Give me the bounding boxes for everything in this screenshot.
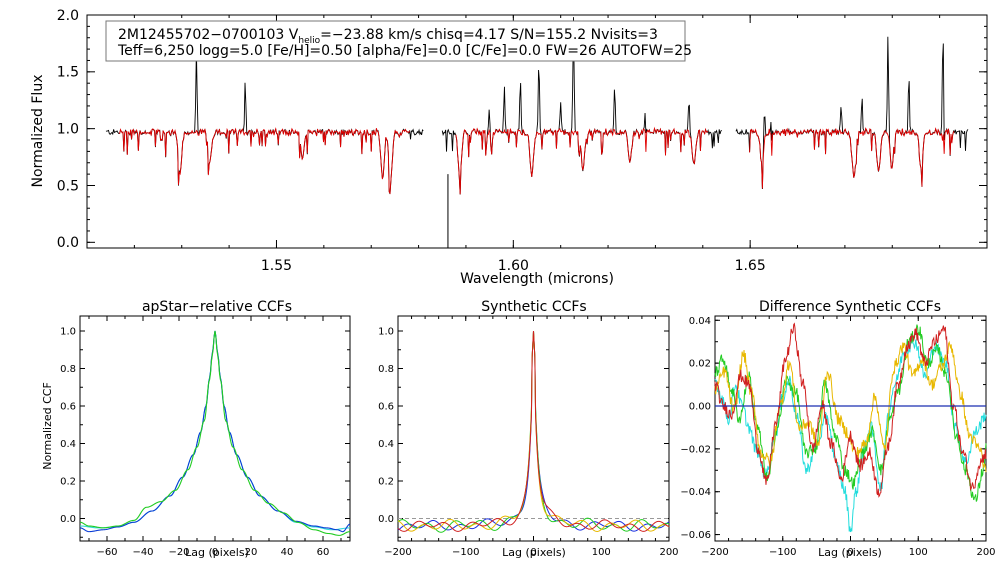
x-tick-label: 60 — [317, 547, 330, 558]
y-tick-label: 0.0 — [57, 235, 79, 251]
synthetic-ccf-axis-ticks: −200 −100 0 100 200 0.0 0.2 0.4 0.6 0.8 1.0 — [378, 316, 679, 558]
x-tick-label: 100 — [909, 547, 928, 558]
x-tick-label: −100 — [452, 547, 479, 558]
y-tick-label: 0.02 — [689, 359, 711, 370]
x-tick-label: 0 — [847, 547, 853, 558]
synthetic-ccf-panel: Synthetic CCFs −200 −100 0 100 200 0.0 0.2 0.4 0… — [378, 299, 678, 559]
y-tick-label: 0.04 — [689, 316, 711, 327]
x-tick-label: 20 — [245, 547, 258, 558]
model-spectrum-line — [119, 127, 411, 195]
annotation-line-1-end: =−23.88 km/s chisq=4.17 S/N=155.2 Nvisit… — [320, 27, 658, 43]
spectrum-lines — [105, 17, 969, 248]
synthetic-ccf-xlabel: Lag (pixels) — [502, 546, 566, 559]
spectrum-ylabel: Normalized Flux — [30, 75, 46, 188]
x-tick-label: −20 — [168, 547, 189, 558]
x-tick-label: −200 — [384, 547, 411, 558]
x-tick-label: −40 — [132, 547, 153, 558]
difference-ccf-line — [714, 324, 987, 502]
observed-spectrum-line — [105, 48, 424, 195]
y-tick-label: 0.2 — [60, 477, 76, 488]
apstar-ccf-line — [79, 330, 351, 531]
y-tick-label: 0.4 — [378, 439, 394, 450]
model-spectrum-line — [455, 126, 709, 195]
apstar-ccf-title: apStar−relative CCFs — [142, 299, 292, 315]
x-tick-label: 1.60 — [498, 258, 529, 274]
y-tick-label: 0.2 — [378, 477, 394, 488]
difference-ccf-line — [714, 322, 987, 498]
annotation-subscript-helio: helio — [298, 36, 320, 46]
y-tick-label: 0.8 — [378, 364, 394, 375]
y-tick-label: 0.8 — [60, 364, 76, 375]
model-spectrum-line — [749, 127, 955, 189]
x-tick-label: 1.55 — [261, 258, 292, 274]
synthetic-ccf-title: Synthetic CCFs — [481, 299, 586, 315]
y-tick-label: 0.5 — [57, 178, 79, 194]
annotation-line-1: 2M12455702−0700103 Vhelio=−23.88 km/s ch… — [118, 27, 658, 46]
x-tick-label: 200 — [659, 547, 678, 558]
apstar-ccf-lines — [79, 330, 351, 536]
apstar-ccf-ylabel: Normalized CCF — [41, 382, 54, 470]
x-tick-label: −100 — [769, 547, 796, 558]
x-tick-label: 100 — [592, 547, 611, 558]
spectrum-annotation-box: 2M12455702−0700103 Vhelio=−23.88 km/s ch… — [105, 20, 692, 62]
annotation-box-frame — [105, 20, 686, 62]
x-tick-label: −200 — [701, 547, 728, 558]
synthetic-ccf-line — [397, 330, 670, 532]
difference-ccf-panel: Difference Synthetic CCFs −200 −100 0 100 20… — [680, 299, 995, 559]
synthetic-ccf-line — [397, 330, 670, 533]
difference-ccf-xlabel: Lag (pixels) — [818, 546, 882, 559]
y-tick-label: 1.0 — [60, 327, 76, 338]
apstar-ccf-line — [79, 330, 351, 533]
y-tick-label: 2.0 — [57, 8, 79, 24]
annotation-line-1-start: 2M12455702−0700103 V — [118, 27, 299, 43]
x-tick-label: 200 — [976, 547, 995, 558]
synthetic-ccf-line — [397, 330, 670, 532]
y-tick-label: −0.02 — [680, 444, 711, 455]
apstar-ccf-xlabel: Lag (pixels) — [185, 546, 249, 559]
spectrum-plot-frame — [86, 14, 988, 249]
y-tick-label: 1.0 — [378, 327, 394, 338]
observed-spectrum-line — [735, 36, 969, 190]
y-tick-label: 0.4 — [60, 439, 76, 450]
y-tick-label: 0.0 — [60, 514, 76, 525]
difference-ccf-title: Difference Synthetic CCFs — [759, 299, 941, 315]
y-tick-label: 0.6 — [60, 402, 76, 413]
apstar-ccf-line — [79, 330, 351, 536]
difference-ccf-axis-ticks: −200 −100 0 100 200 0.04 0.02 0.00 −0.02 −0.04 −0.… — [680, 316, 995, 558]
y-tick-label: 0.6 — [378, 402, 394, 413]
x-tick-label: 0 — [212, 547, 218, 558]
y-tick-label: 1.5 — [57, 65, 79, 81]
spectrum-axis-ticks: 1.55 1.60 1.65 0.0 0.5 1.0 1.5 2.0 — [57, 8, 987, 274]
y-tick-label: 0.0 — [378, 514, 394, 525]
synthetic-ccf-plot-frame — [397, 315, 670, 542]
y-tick-label: 0.00 — [689, 402, 711, 413]
x-tick-label: 40 — [281, 547, 294, 558]
spectrum-xlabel: Wavelength (microns) — [460, 271, 614, 287]
difference-ccf-lines — [714, 322, 987, 533]
spectrum-panel: 1.55 1.60 1.65 0.0 0.5 1.0 1.5 2.0 Wavelength (… — [30, 8, 988, 287]
apstar-ccf-panel: apStar−relative CCFs −60 −40 −20 0 20 40 60 0.0… — [41, 299, 351, 559]
apstar-ccf-plot-frame — [79, 315, 351, 542]
x-tick-label: −60 — [96, 547, 117, 558]
x-tick-label: 0 — [530, 547, 536, 558]
y-tick-label: −0.04 — [680, 487, 711, 498]
annotation-line-2: Teff=6,250 logg=5.0 [Fe/H]=0.50 [alpha/F… — [117, 43, 692, 59]
apstar-ccf-axis-ticks: −60 −40 −20 0 20 40 60 0.0 0.2 0.4 0.6 0.8 1.0 — [60, 316, 350, 558]
y-tick-label: 1.0 — [57, 122, 79, 138]
x-tick-label: 1.65 — [735, 258, 766, 274]
synthetic-ccf-line — [397, 330, 670, 532]
y-tick-label: −0.06 — [680, 530, 711, 541]
synthetic-ccf-lines — [397, 330, 670, 533]
